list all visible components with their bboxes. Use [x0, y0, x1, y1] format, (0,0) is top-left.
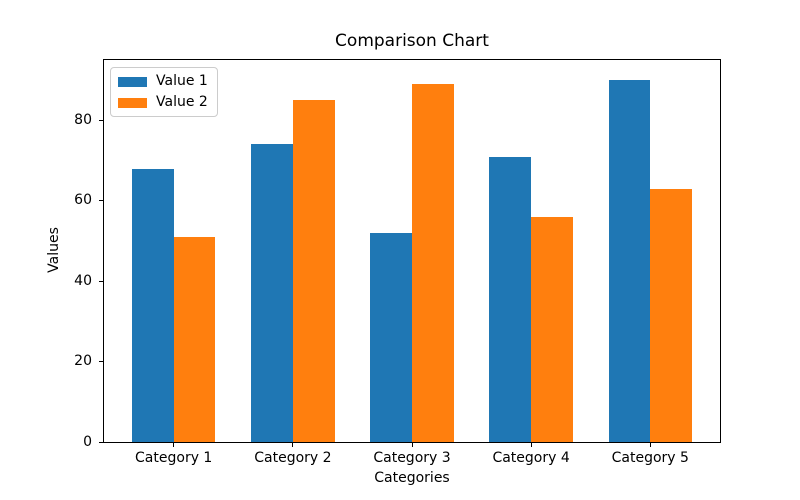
x-tick-mark-3	[411, 443, 413, 447]
y-tick-label-60: 60	[74, 192, 92, 209]
bar-value-1-cat2	[251, 144, 293, 442]
y-tick-mark-0	[99, 441, 103, 443]
x-tick-label-2: Category 2	[254, 450, 332, 466]
y-tick-label-20: 20	[74, 353, 92, 370]
y-tick-mark-80	[99, 119, 103, 121]
chart-title: Comparison Chart	[335, 31, 489, 51]
legend: Value 1 Value 2	[110, 67, 218, 117]
y-axis-label: Values	[46, 227, 62, 273]
legend-swatch-value-1-icon	[118, 76, 147, 87]
legend-label-value-2: Value 2	[156, 94, 208, 110]
bar-value-2-cat2	[292, 100, 335, 442]
y-tick-mark-60	[99, 200, 103, 202]
legend-label-value-1: Value 1	[156, 73, 208, 89]
bar-value-1-cat3	[370, 232, 412, 442]
bar-value-1-cat5	[608, 80, 651, 442]
plot-area: Value 1 Value 2	[103, 59, 721, 443]
y-tick-mark-20	[99, 361, 103, 363]
bar-value-2-cat3	[412, 84, 454, 442]
y-tick-label-80: 80	[74, 111, 92, 128]
x-tick-label-1: Category 1	[135, 450, 213, 466]
x-axis-label: Categories	[374, 470, 450, 486]
legend-item-value-1: Value 1	[118, 73, 208, 90]
x-tick-mark-4	[530, 443, 532, 447]
x-tick-mark-2	[292, 443, 294, 447]
y-tick-label-0: 0	[83, 433, 92, 450]
bar-value-1-cat4	[489, 156, 532, 442]
x-tick-mark-1	[173, 443, 175, 447]
y-tick-mark-40	[99, 280, 103, 282]
y-tick-label-40: 40	[74, 272, 92, 289]
x-tick-label-4: Category 4	[492, 450, 570, 466]
bar-value-1-cat1	[132, 168, 174, 442]
x-tick-mark-5	[649, 443, 651, 447]
bar-value-2-cat5	[650, 188, 692, 442]
bar-value-2-cat1	[173, 236, 216, 442]
x-tick-label-5: Category 5	[611, 450, 689, 466]
bar-value-2-cat4	[531, 216, 573, 442]
legend-item-value-2: Value 2	[118, 94, 208, 111]
x-tick-label-3: Category 3	[373, 450, 451, 466]
legend-swatch-value-2-icon	[118, 97, 147, 108]
